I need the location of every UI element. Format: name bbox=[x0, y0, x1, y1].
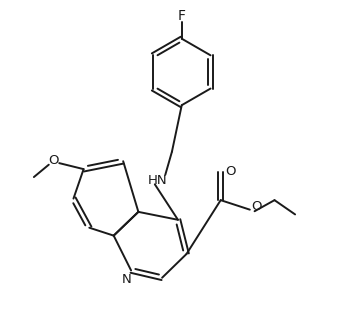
Text: O: O bbox=[225, 165, 235, 178]
Text: HN: HN bbox=[148, 174, 168, 187]
Text: F: F bbox=[178, 9, 186, 23]
Text: N: N bbox=[121, 273, 131, 287]
Text: O: O bbox=[48, 154, 59, 167]
Text: O: O bbox=[252, 200, 262, 213]
